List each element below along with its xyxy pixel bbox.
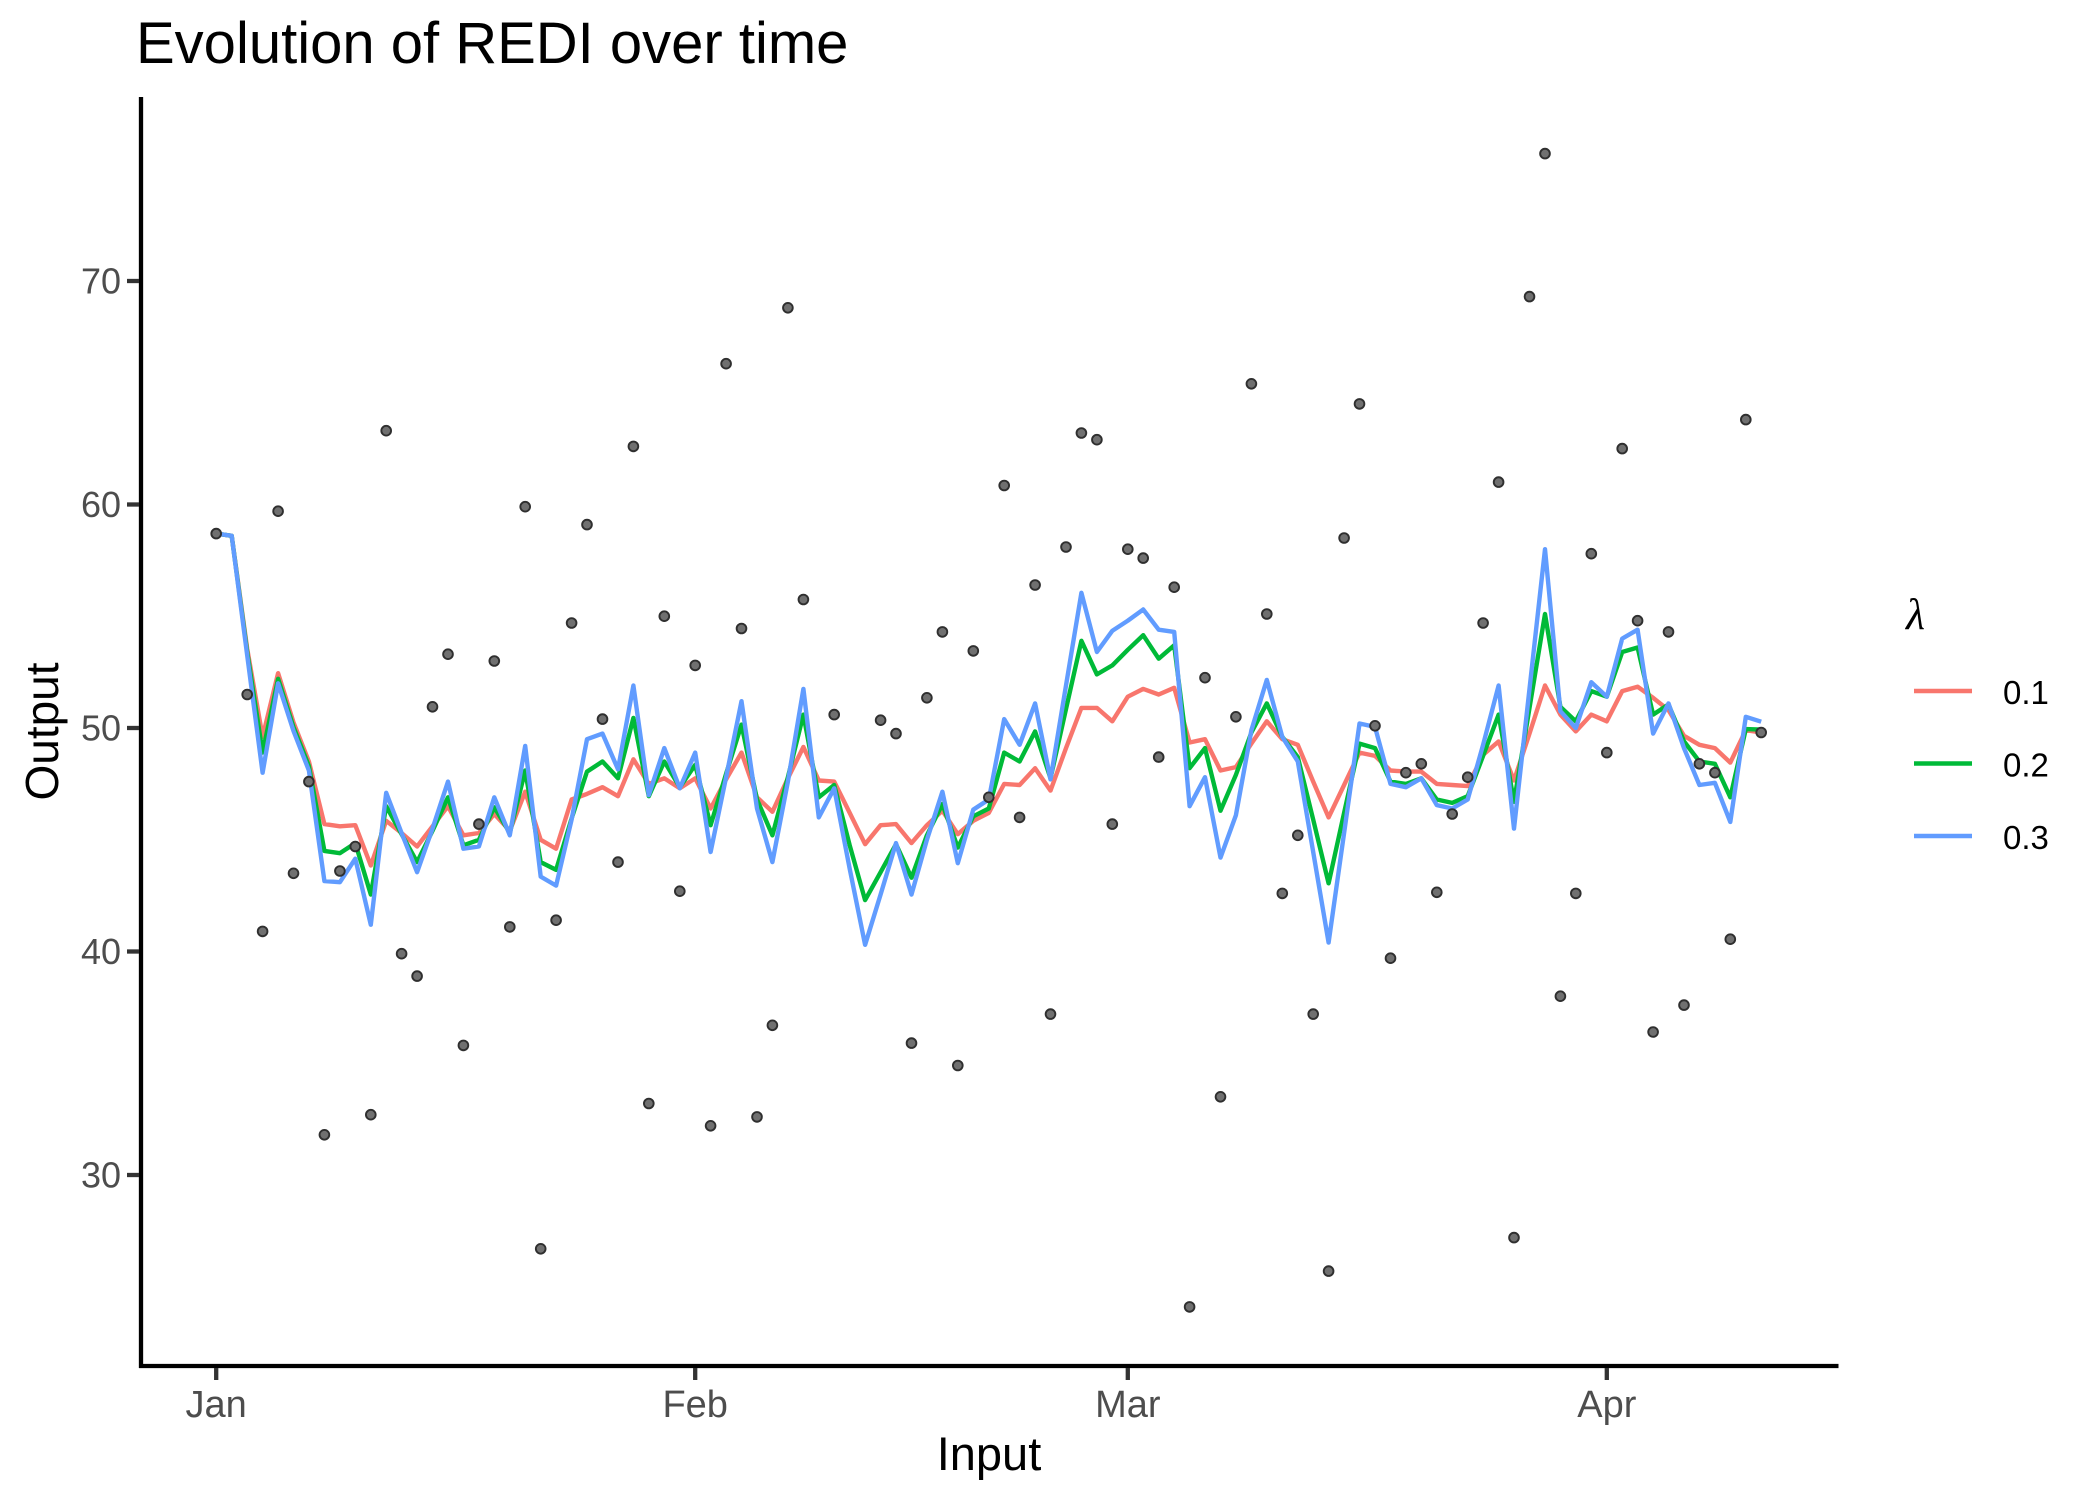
svg-text:40: 40 bbox=[81, 931, 121, 972]
svg-text:Evolution of REDI over time: Evolution of REDI over time bbox=[136, 11, 848, 76]
svg-text:30: 30 bbox=[81, 1155, 121, 1196]
svg-text:0.3: 0.3 bbox=[2003, 819, 2049, 856]
svg-text:Output: Output bbox=[16, 662, 68, 800]
svg-text:Jan: Jan bbox=[186, 1384, 247, 1426]
svg-text:50: 50 bbox=[81, 708, 121, 749]
svg-text:Mar: Mar bbox=[1095, 1384, 1161, 1426]
svg-text:λ: λ bbox=[1904, 590, 1925, 639]
svg-text:70: 70 bbox=[81, 261, 121, 302]
svg-text:Feb: Feb bbox=[662, 1384, 727, 1426]
svg-text:Input: Input bbox=[937, 1427, 1042, 1480]
svg-text:0.1: 0.1 bbox=[2003, 674, 2049, 711]
svg-text:Apr: Apr bbox=[1577, 1384, 1636, 1426]
svg-text:60: 60 bbox=[81, 484, 121, 525]
svg-text:0.2: 0.2 bbox=[2003, 747, 2049, 784]
